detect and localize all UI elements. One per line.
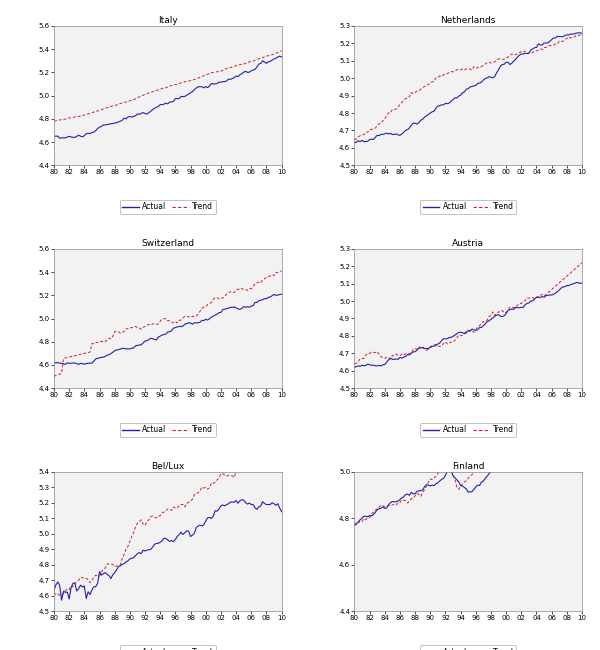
Title: Netherlands: Netherlands (440, 16, 496, 25)
Legend: Actual, Trend: Actual, Trend (420, 645, 517, 650)
Title: Switzerland: Switzerland (141, 239, 194, 248)
Legend: Actual, Trend: Actual, Trend (119, 200, 216, 214)
Title: Austria: Austria (452, 239, 484, 248)
Legend: Actual, Trend: Actual, Trend (119, 645, 216, 650)
Legend: Actual, Trend: Actual, Trend (119, 422, 216, 437)
Legend: Actual, Trend: Actual, Trend (420, 422, 517, 437)
Legend: Actual, Trend: Actual, Trend (420, 200, 517, 214)
Title: Italy: Italy (158, 16, 178, 25)
Title: Bel/Lux: Bel/Lux (151, 462, 184, 471)
Title: Finland: Finland (452, 462, 484, 471)
